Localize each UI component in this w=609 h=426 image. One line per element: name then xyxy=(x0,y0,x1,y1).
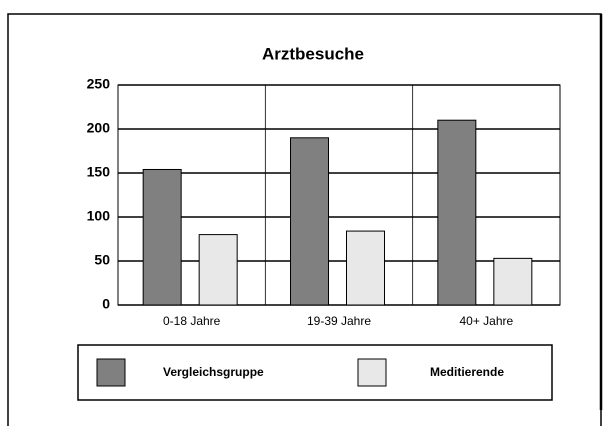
x-tick-label: 19-39 Jahre xyxy=(307,314,371,328)
x-tick-label: 0-18 Jahre xyxy=(163,314,221,328)
bar xyxy=(437,119,477,306)
y-tick-label: 0 xyxy=(102,296,110,312)
legend-box xyxy=(77,344,553,401)
y-tick-label: 250 xyxy=(87,76,111,92)
bar xyxy=(142,168,182,306)
y-tick-label: 100 xyxy=(87,208,111,224)
legend-label: Meditierende xyxy=(430,365,504,379)
chart-title: Arztbesuche xyxy=(262,44,364,63)
bar xyxy=(493,257,533,306)
bar xyxy=(346,230,385,306)
x-tick-label: 40+ Jahre xyxy=(459,314,513,328)
y-tick-label: 50 xyxy=(94,252,110,268)
plot-area xyxy=(117,84,561,306)
y-tick-label: 150 xyxy=(87,164,111,180)
bar xyxy=(290,137,329,306)
legend-swatch xyxy=(357,358,387,387)
legend-swatch xyxy=(96,358,126,387)
legend-label: Vergleichsgruppe xyxy=(163,365,264,379)
y-tick-label: 200 xyxy=(87,120,111,136)
bar xyxy=(198,234,238,306)
